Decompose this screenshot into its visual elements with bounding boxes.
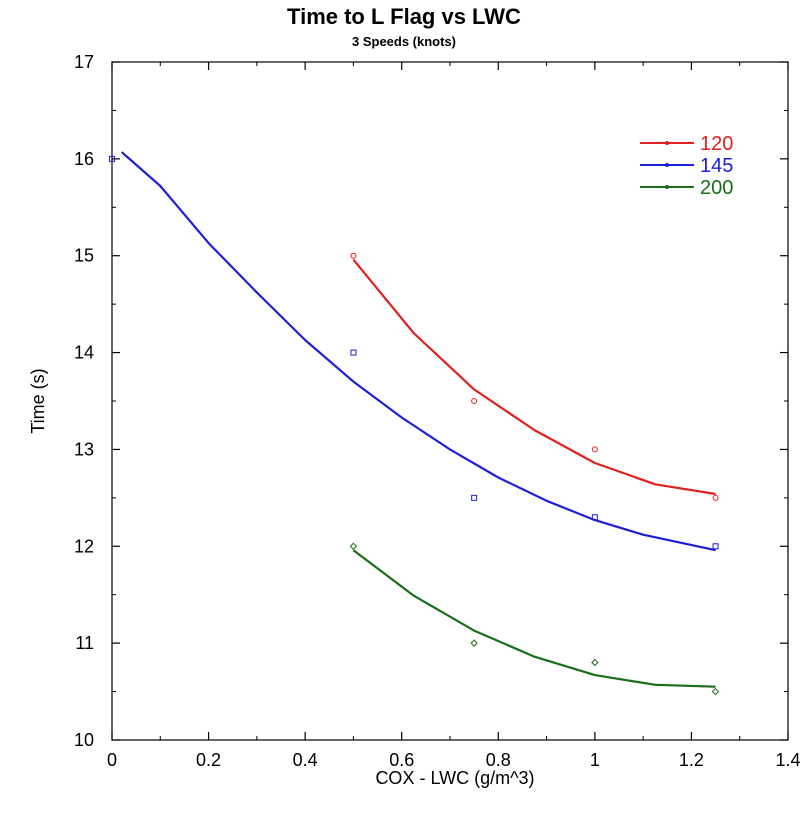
data-point-145 [591,514,598,521]
plot-frame [111,61,789,741]
fit-line-145 [120,151,716,552]
data-point-200 [711,687,720,696]
y-tick-label: 17 [74,52,94,72]
data-point-200 [349,542,358,550]
legend-label-120: 120 [700,133,733,155]
x-axis-label: COX - LWC (g/m^3) [375,768,534,788]
y-tick-label: 16 [74,149,94,169]
legend-label-145: 145 [700,155,733,177]
data-point-200 [591,658,599,667]
data-point-120 [350,252,357,259]
y-tick-label: 11 [75,633,94,653]
y-tick-label: 15 [74,246,94,266]
x-tick-label: 0 [107,750,117,770]
y-tick-label: 10 [74,730,94,750]
data-point-120 [591,446,598,453]
chart-title: Time to L Flag vs LWC [287,4,521,29]
fit-line-200 [352,549,716,688]
x-tick-label: 0.6 [389,750,414,770]
legend-label-200: 200 [700,177,733,199]
x-tick-label: 0.4 [293,750,318,770]
legend-marker-200 [665,185,669,189]
y-tick-label: 14 [74,343,94,363]
x-tick-label: 1 [590,750,600,770]
data-point-145 [350,349,357,356]
fit-line-120 [352,258,716,496]
data-point-120 [471,398,478,404]
data-point-145 [109,155,115,162]
data-point-145 [712,543,719,550]
x-tick-label: 0.8 [486,750,511,770]
y-tick-label: 12 [74,536,94,556]
legend-marker-145 [665,163,669,167]
data-point-120 [712,494,719,501]
x-tick-label: 1.2 [679,750,704,770]
data-point-145 [471,494,478,501]
x-tick-label: 0.2 [196,750,221,770]
y-axis-label: Time (s) [28,368,48,433]
x-tick-label: 1.4 [775,750,800,770]
data-point-200 [470,639,478,647]
y-tick-label: 13 [74,439,94,459]
legend-marker-120 [665,141,669,145]
chart-subtitle: 3 Speeds (knots) [351,34,457,49]
